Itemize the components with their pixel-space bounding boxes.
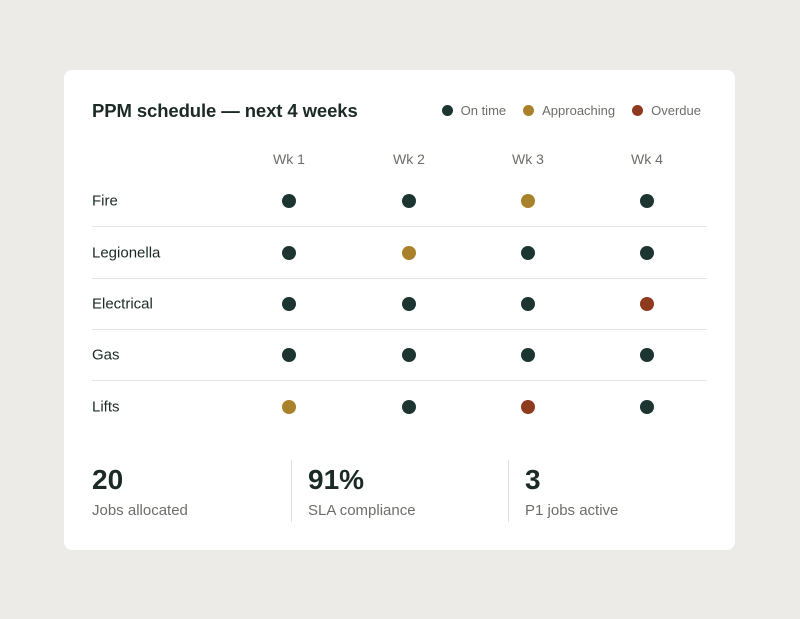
schedule-row-fire: Fire bbox=[92, 176, 707, 227]
ppm-schedule-card: PPM schedule — next 4 weeks On time Appr… bbox=[64, 70, 735, 550]
status-dot-icon bbox=[282, 297, 296, 311]
stat-value: 91% bbox=[308, 464, 365, 495]
legend-item-approaching: Approaching bbox=[523, 103, 615, 118]
row-label: Lifts bbox=[92, 398, 120, 415]
schedule-row-lifts: Lifts bbox=[92, 381, 707, 432]
schedule-row-electrical: Electrical bbox=[92, 279, 707, 330]
stat-label: P1 jobs active bbox=[525, 502, 619, 519]
stat-value: 20 bbox=[92, 464, 124, 495]
column-header-week-1: Wk 1 bbox=[273, 151, 305, 167]
legend-label: Approaching bbox=[542, 103, 616, 118]
schedule-row-gas: Gas bbox=[92, 330, 707, 381]
status-dot-icon bbox=[402, 348, 416, 362]
status-dot-icon bbox=[521, 348, 535, 362]
status-legend: On time Approaching Overdue bbox=[441, 103, 701, 118]
stat-divider bbox=[291, 460, 292, 522]
stat-label: SLA compliance bbox=[308, 502, 416, 519]
status-dot-icon bbox=[640, 246, 654, 260]
status-dot-icon bbox=[640, 348, 654, 362]
overdue-dot-icon bbox=[632, 105, 644, 116]
on-time-dot-icon bbox=[441, 105, 453, 116]
row-label: Legionella bbox=[92, 244, 161, 262]
stat-label: Jobs allocated bbox=[92, 502, 188, 519]
card-title: PPM schedule — next 4 weeks bbox=[92, 100, 358, 121]
legend-label: Overdue bbox=[651, 103, 701, 118]
status-dot-icon bbox=[402, 246, 416, 260]
status-dot-icon bbox=[521, 194, 535, 208]
column-header-week-2: Wk 2 bbox=[393, 151, 425, 167]
status-dot-icon bbox=[282, 348, 296, 362]
status-dot-icon bbox=[521, 399, 535, 414]
status-dot-icon bbox=[402, 194, 416, 208]
column-header-week-4: Wk 4 bbox=[631, 151, 663, 167]
legend-label: On time bbox=[460, 103, 507, 118]
row-label: Electrical bbox=[92, 295, 153, 313]
status-dot-icon bbox=[402, 399, 416, 414]
legend-item-overdue: Overdue bbox=[632, 103, 701, 118]
legend-item-on-time: On time bbox=[441, 103, 507, 118]
schedule-row-legionella: Legionella bbox=[92, 228, 707, 279]
status-dot-icon bbox=[402, 297, 416, 311]
status-dot-icon bbox=[640, 399, 654, 414]
stat-divider bbox=[508, 460, 509, 522]
row-label: Fire bbox=[92, 192, 118, 210]
approaching-dot-icon bbox=[523, 105, 535, 116]
column-header-week-3: Wk 3 bbox=[512, 151, 544, 167]
status-dot-icon bbox=[521, 297, 535, 311]
row-label: Gas bbox=[92, 346, 120, 364]
status-dot-icon bbox=[282, 194, 296, 208]
status-dot-icon bbox=[282, 246, 296, 260]
status-dot-icon bbox=[640, 194, 654, 208]
status-dot-icon bbox=[282, 399, 296, 414]
stat-value: 3 bbox=[525, 464, 541, 495]
status-dot-icon bbox=[640, 297, 654, 311]
status-dot-icon bbox=[521, 246, 535, 260]
